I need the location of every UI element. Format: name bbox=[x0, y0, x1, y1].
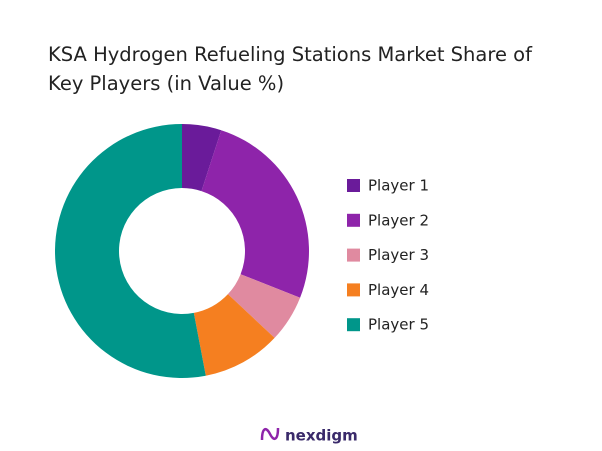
legend-swatch bbox=[347, 318, 360, 332]
legend-label: Player 5 bbox=[368, 316, 429, 334]
donut-slice bbox=[201, 130, 310, 298]
legend-swatch bbox=[347, 248, 360, 262]
logo-text: nexdigm bbox=[285, 427, 358, 445]
logo-icon bbox=[260, 427, 280, 441]
chart-title: KSA Hydrogen Refueling Stations Market S… bbox=[48, 43, 532, 95]
legend-swatch bbox=[347, 179, 360, 192]
logo: nexdigm bbox=[260, 427, 358, 445]
donut-slice bbox=[227, 274, 301, 338]
legend-swatch bbox=[347, 283, 360, 297]
legend-label: Player 3 bbox=[368, 246, 429, 264]
legend-label: Player 2 bbox=[368, 211, 429, 229]
donut-slice bbox=[193, 294, 275, 376]
legend-swatch bbox=[347, 213, 360, 227]
legend-label: Player 1 bbox=[368, 177, 429, 195]
donut-slice bbox=[54, 124, 206, 378]
legend-label: Player 4 bbox=[368, 281, 429, 299]
donut-slice bbox=[182, 124, 222, 192]
